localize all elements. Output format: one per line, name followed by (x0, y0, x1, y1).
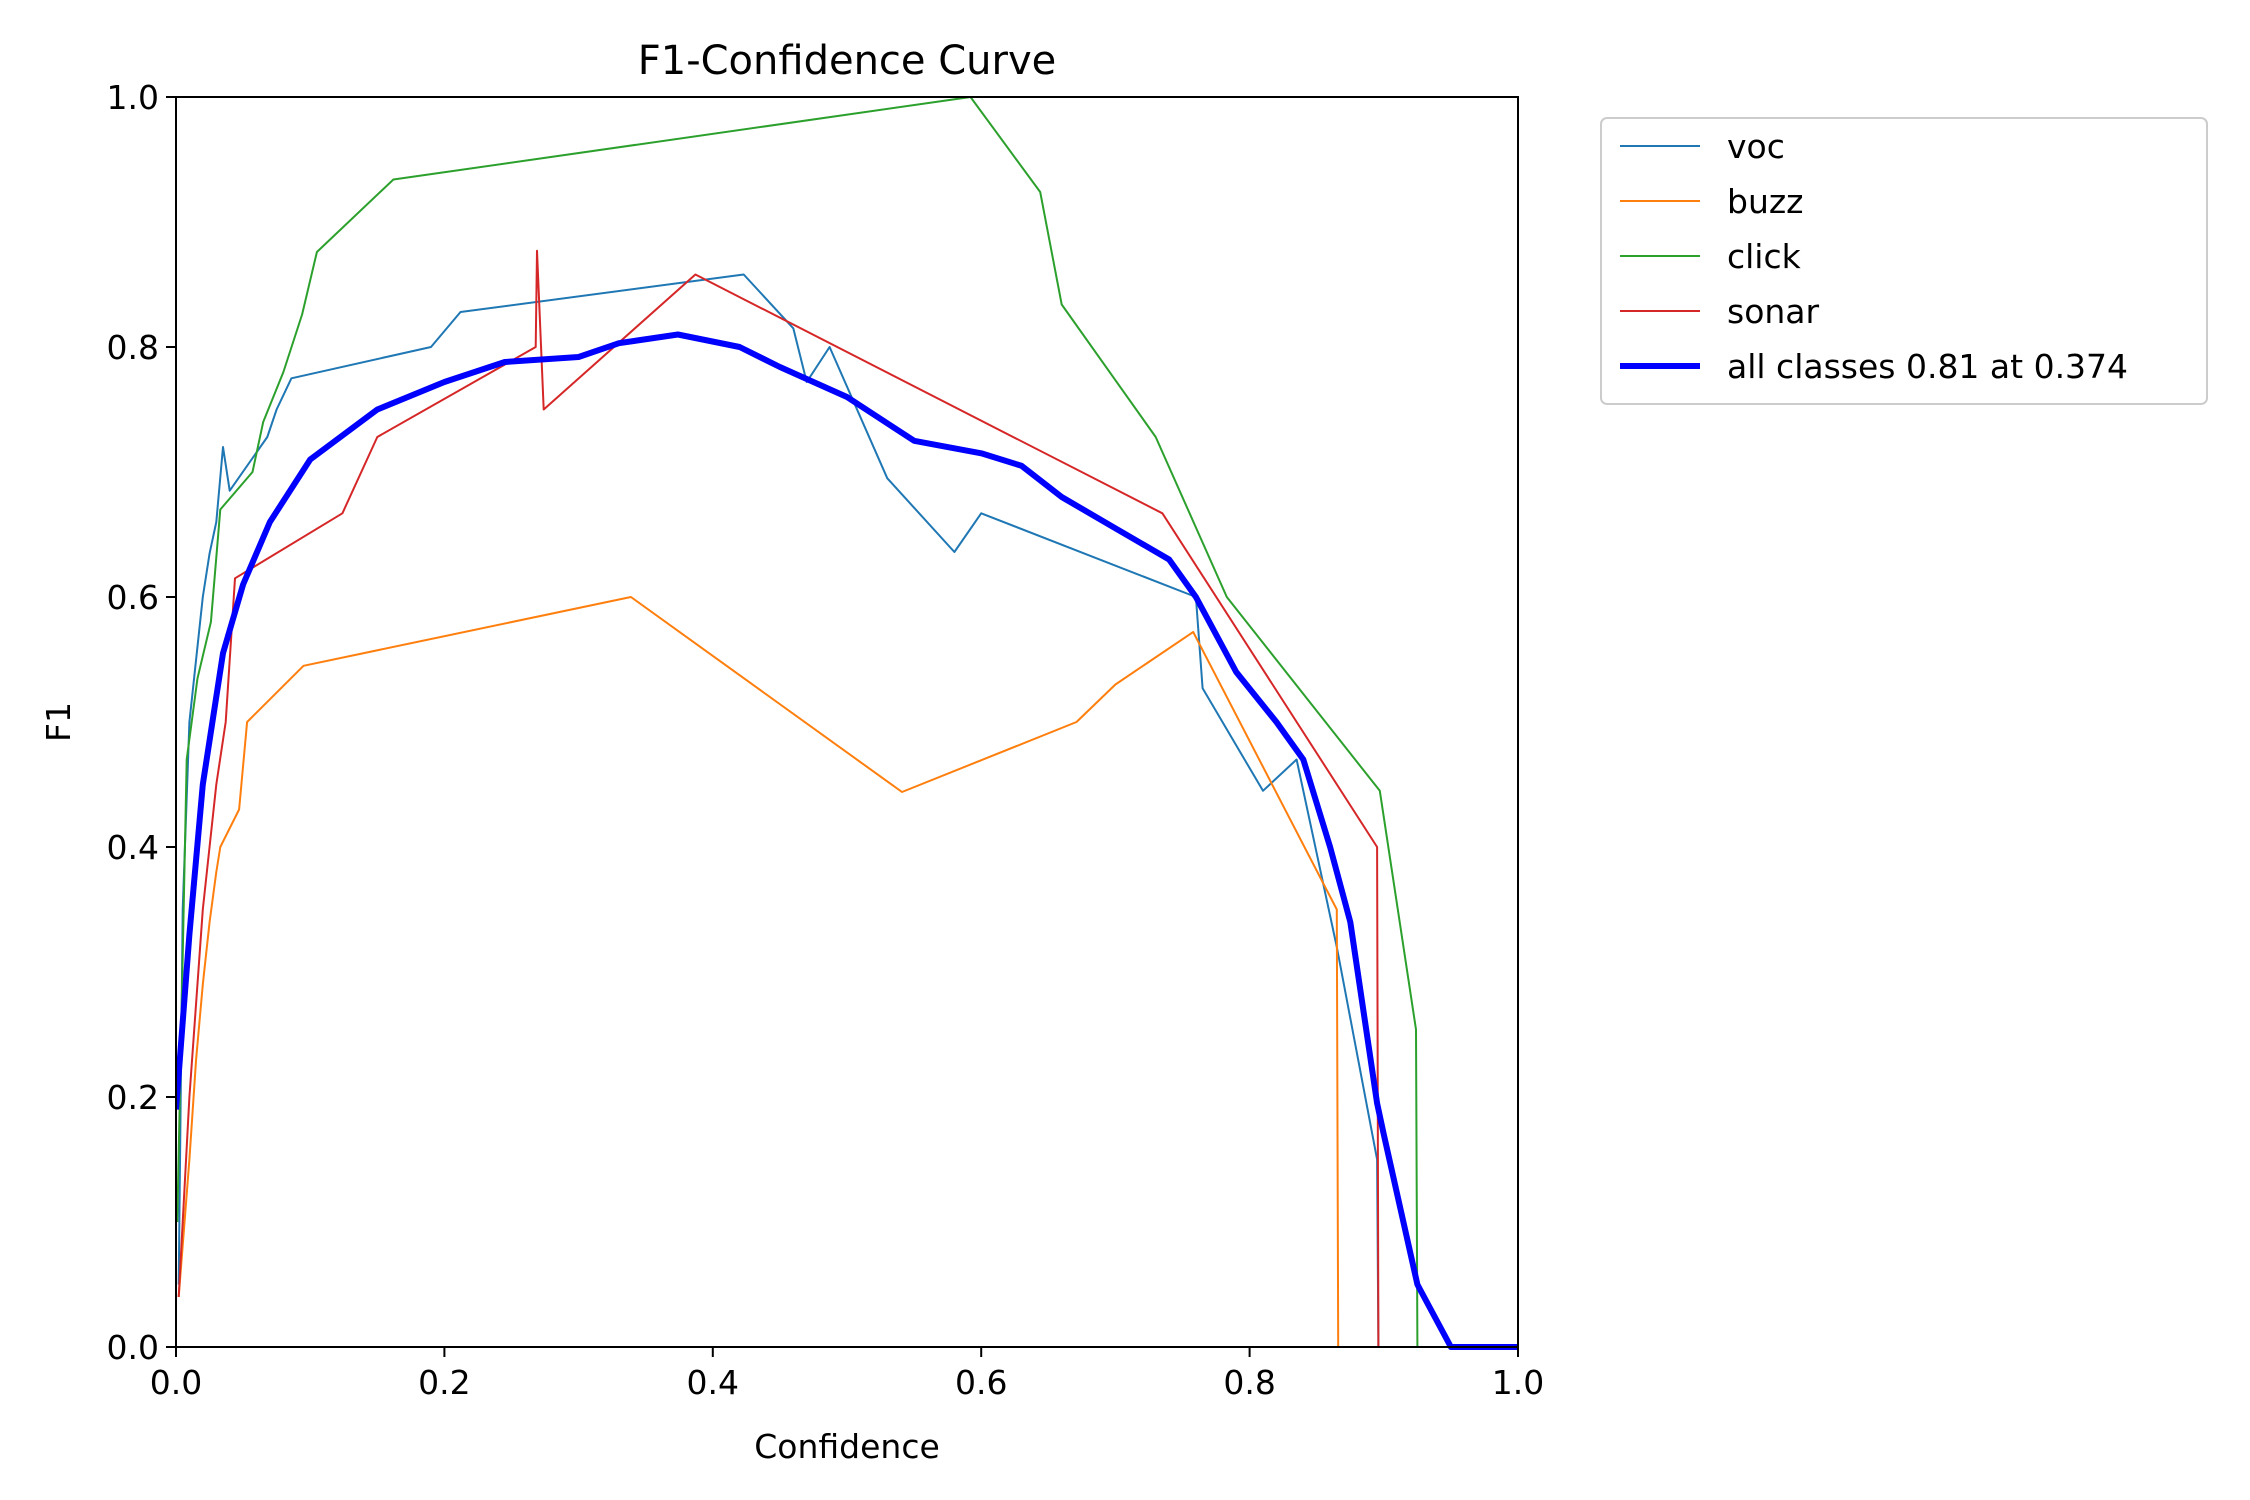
legend-label-click: click (1727, 237, 1802, 276)
x-tick-label: 0.2 (418, 1363, 470, 1402)
y-tick-label: 0.6 (107, 578, 159, 617)
x-tick-label: 1.0 (1492, 1363, 1544, 1402)
x-tick-label: 0.4 (687, 1363, 739, 1402)
y-tick-label: 1.0 (107, 78, 159, 117)
chart-title: F1-Confidence Curve (638, 38, 1057, 84)
x-tick-label: 0.6 (955, 1363, 1007, 1402)
legend-label-buzz: buzz (1727, 182, 1804, 221)
y-tick-label: 0.0 (107, 1328, 159, 1367)
x-tick-label: 0.0 (150, 1363, 202, 1402)
y-tick-label: 0.4 (107, 828, 159, 867)
y-tick-label: 0.2 (107, 1078, 159, 1117)
y-axis-label: F1 (39, 702, 78, 742)
legend-label-all: all classes 0.81 at 0.374 (1727, 347, 2128, 386)
x-axis-label: Confidence (754, 1427, 940, 1466)
legend: voc buzz click sonar all classes 0.81 at 0.3… (1601, 118, 2207, 404)
legend-label-sonar: sonar (1727, 292, 1820, 331)
legend-label-voc: voc (1727, 127, 1785, 166)
x-tick-label: 0.8 (1223, 1363, 1275, 1402)
y-tick-label: 0.8 (107, 328, 159, 367)
